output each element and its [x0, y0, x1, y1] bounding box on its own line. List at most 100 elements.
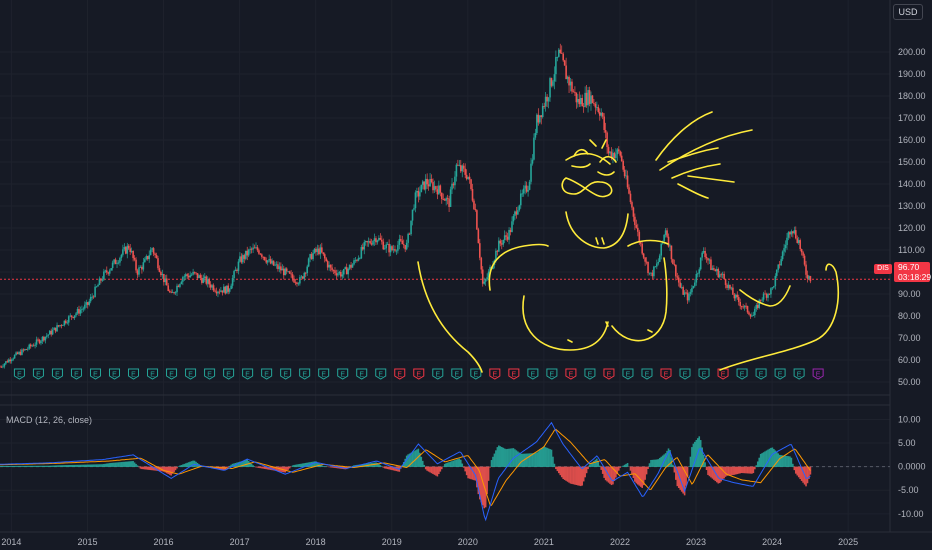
macd-histogram-bar — [81, 464, 83, 467]
macd-histogram-bar — [499, 446, 502, 467]
candle — [120, 254, 123, 258]
earnings-marker-icon[interactable] — [223, 368, 235, 380]
earnings-marker-icon[interactable] — [622, 368, 634, 380]
candle — [721, 273, 724, 275]
macd-histogram-bar — [774, 450, 777, 467]
earnings-marker-icon[interactable] — [489, 368, 501, 380]
earnings-marker-icon[interactable] — [394, 368, 406, 380]
indicator-legend[interactable]: MACD (12, 26, close) — [6, 415, 93, 425]
candle — [363, 242, 366, 250]
earnings-marker-icon[interactable] — [185, 368, 197, 380]
earnings-marker-icon[interactable] — [318, 368, 330, 380]
earnings-marker-icon[interactable] — [603, 368, 615, 380]
macd-histogram-bar — [43, 465, 45, 467]
macd-histogram-bar — [322, 466, 325, 467]
candle — [299, 277, 301, 284]
earnings-marker-icon[interactable] — [70, 368, 82, 380]
candle — [274, 264, 276, 266]
earnings-marker-icon[interactable] — [51, 368, 63, 380]
earnings-marker-icon[interactable] — [641, 368, 653, 380]
earnings-marker-icon[interactable] — [128, 368, 140, 380]
macd-histogram-bar — [433, 466, 436, 475]
earnings-marker-icon[interactable] — [546, 368, 558, 380]
candle — [710, 259, 712, 270]
candle — [673, 264, 676, 265]
earnings-marker-icon[interactable] — [242, 368, 254, 380]
earnings-marker-icon[interactable] — [204, 368, 216, 380]
earnings-marker-icon[interactable] — [736, 368, 748, 380]
earnings-marker-icon[interactable] — [451, 368, 463, 380]
earnings-marker-icon[interactable] — [413, 368, 425, 380]
earnings-marker-icon[interactable] — [679, 368, 691, 380]
earnings-marker-icon[interactable] — [89, 368, 101, 380]
candle — [439, 185, 442, 193]
earnings-marker-icon[interactable] — [774, 368, 786, 380]
candle — [386, 243, 389, 245]
earnings-marker-icon[interactable] — [166, 368, 178, 380]
earnings-marker-icon[interactable] — [356, 368, 368, 380]
candle — [429, 179, 431, 187]
earnings-marker-icon[interactable] — [32, 368, 44, 380]
candle — [313, 248, 316, 253]
earnings-marker-icon[interactable] — [812, 368, 824, 380]
candle — [19, 351, 22, 355]
earnings-marker-icon[interactable] — [565, 368, 577, 380]
macd-histogram-bar — [509, 448, 512, 467]
earnings-marker-icon[interactable] — [755, 368, 767, 380]
candle — [351, 264, 354, 268]
earnings-marker-icon[interactable] — [660, 368, 672, 380]
earnings-marker-icon[interactable] — [13, 368, 25, 380]
currency-button[interactable]: USD — [893, 4, 923, 20]
candle — [326, 261, 329, 268]
candle — [388, 243, 390, 253]
macd-histogram-bar — [446, 462, 449, 467]
macd-histogram-bar — [426, 466, 428, 471]
macd-histogram-bar — [32, 465, 35, 467]
time-tick-label: 2018 — [306, 537, 326, 547]
macd-histogram-bar — [578, 466, 581, 486]
macd-histogram-bar — [25, 465, 28, 467]
earnings-marker-icon[interactable] — [584, 368, 596, 380]
candle — [702, 250, 705, 253]
earnings-marker-icon[interactable] — [432, 368, 444, 380]
candle — [291, 274, 294, 279]
candlestick-series — [0, 43, 812, 369]
earnings-marker-icon[interactable] — [527, 368, 539, 380]
earnings-marker-icon[interactable] — [299, 368, 311, 380]
earnings-marker-icon[interactable] — [337, 368, 349, 380]
candle — [705, 256, 708, 259]
earnings-marker-icon[interactable] — [147, 368, 159, 380]
earnings-marker-icon[interactable] — [698, 368, 710, 380]
macd-histogram-bar — [559, 466, 562, 476]
earnings-marker-icon[interactable] — [261, 368, 273, 380]
earnings-marker-icon[interactable] — [717, 368, 729, 380]
earnings-marker-icon[interactable] — [793, 368, 805, 380]
candle — [7, 359, 10, 363]
macd-histogram-bar — [60, 465, 63, 467]
candle — [9, 359, 12, 362]
macd-histogram-bar — [563, 466, 566, 480]
candle — [402, 244, 405, 246]
earnings-marker-icon[interactable] — [280, 368, 292, 380]
candle — [177, 285, 180, 287]
macd-histogram-bar — [582, 466, 585, 482]
earnings-marker-icon[interactable] — [508, 368, 520, 380]
macd-histogram-bar — [40, 465, 42, 467]
macd-histogram-bar — [603, 466, 605, 478]
macd-histogram-bar — [789, 456, 791, 467]
candle — [208, 279, 210, 285]
candle — [809, 276, 812, 282]
macd-histogram-bar — [332, 466, 335, 468]
macd-histogram-bar — [490, 460, 493, 467]
macd-histogram-bar — [694, 441, 696, 467]
candle — [337, 273, 339, 276]
earnings-marker-icon[interactable] — [375, 368, 387, 380]
candle — [498, 240, 500, 252]
price-tick-label: 180.00 — [898, 91, 926, 101]
macd-histogram-bar — [458, 458, 461, 467]
earnings-marker-icon[interactable] — [470, 368, 482, 380]
macd-histogram-bar — [796, 466, 799, 476]
earnings-marker-icon[interactable] — [108, 368, 120, 380]
macd-histogram-bar — [448, 462, 450, 467]
